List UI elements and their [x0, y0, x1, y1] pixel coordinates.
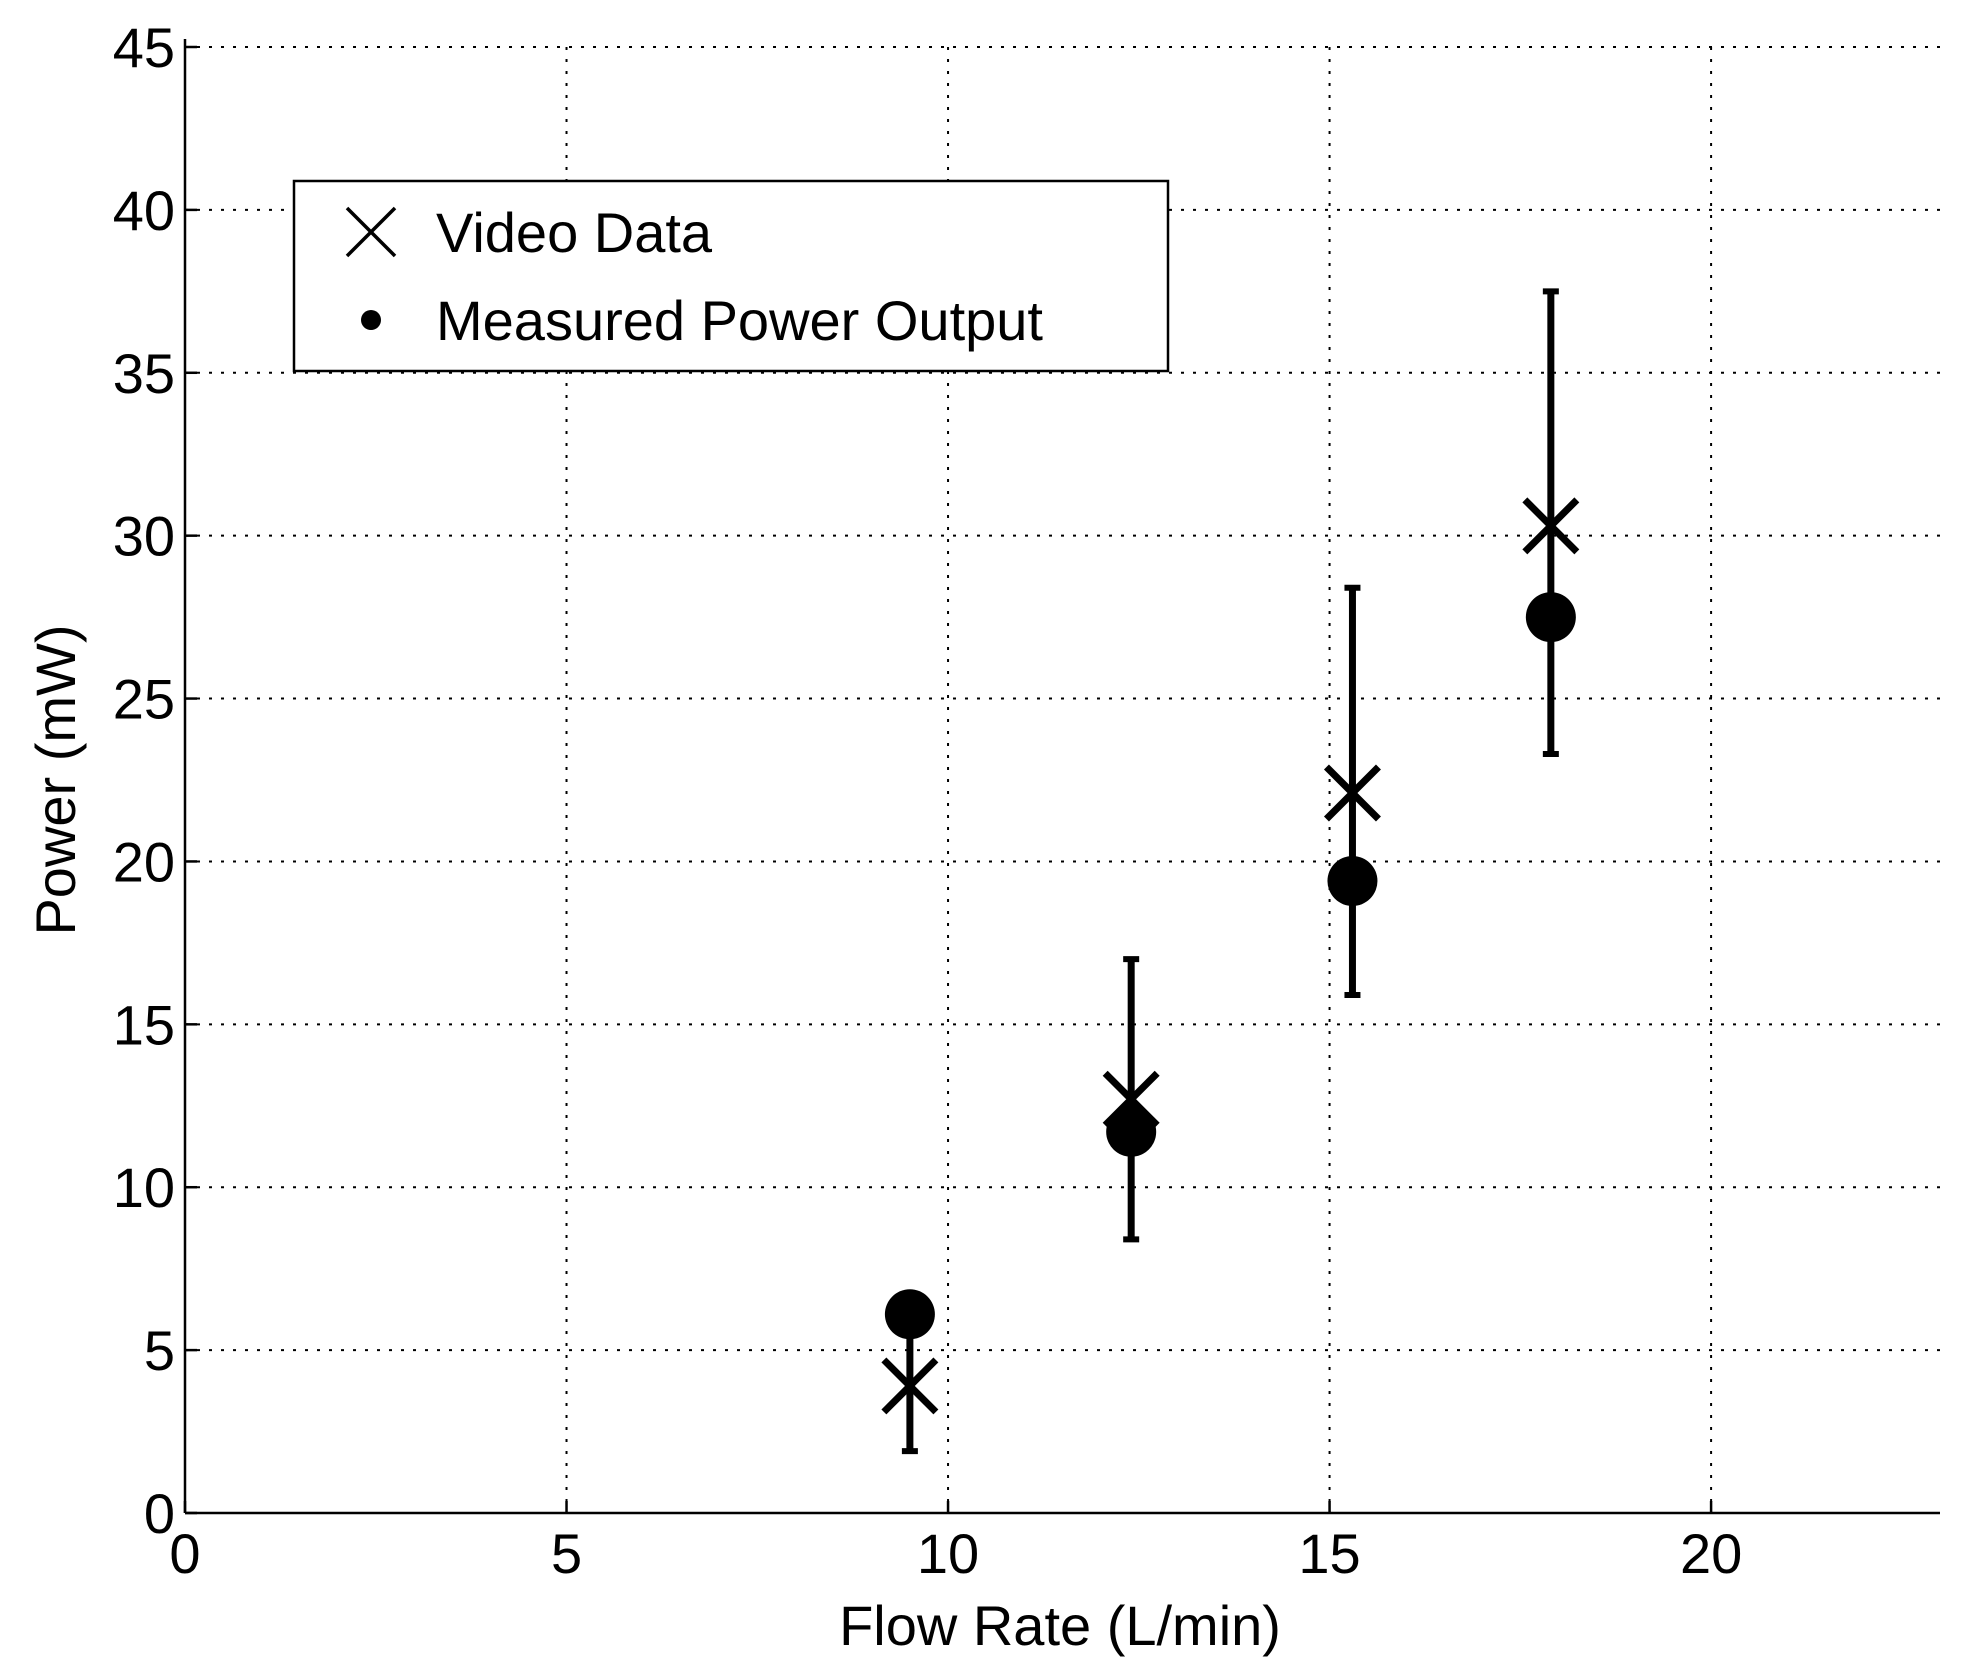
- data-point-video-data: [1323, 764, 1381, 822]
- y-tick-label: 30: [113, 505, 175, 568]
- x-tick-label: 15: [1298, 1522, 1360, 1585]
- y-tick-label: 45: [113, 16, 175, 79]
- error-bars-layer: [901, 288, 1559, 1455]
- legend-label-video-data: Video Data: [436, 201, 713, 264]
- data-point-video-data: [881, 1357, 939, 1415]
- markers-layer: [881, 497, 1580, 1415]
- data-point-measured-power: [1327, 855, 1378, 906]
- legend-label-measured-power-output: Measured Power Output: [436, 289, 1043, 352]
- y-tick-label: 35: [113, 342, 175, 405]
- data-point-measured-power: [1525, 592, 1576, 643]
- legend-video-data-x-icon: [345, 206, 397, 258]
- x-axis-title: Flow Rate (L/min): [839, 1594, 1281, 1657]
- data-point-measured-power: [884, 1289, 935, 1340]
- y-axis-title: Power (mW): [24, 624, 87, 935]
- data-point-measured-power: [1106, 1106, 1157, 1157]
- legend: Video Data Measured Power Output: [292, 179, 1170, 373]
- x-mark-stroke: [881, 1357, 939, 1415]
- y-tick-label: 0: [144, 1482, 175, 1545]
- data-point-video-data: [1522, 497, 1580, 555]
- legend-measured-power-dot-icon: [361, 310, 381, 330]
- x-tick-label: 0: [169, 1522, 200, 1585]
- y-tick-label: 10: [113, 1156, 175, 1219]
- x-tick-label: 5: [551, 1522, 582, 1585]
- y-tick-label: 40: [113, 179, 175, 242]
- axes-layer: [183, 39, 1940, 1515]
- y-tick-label: 15: [113, 993, 175, 1056]
- tick-labels-layer: 0 5 10 15 20 0 5 10 15 20 25 30 35 40 45: [113, 16, 1743, 1585]
- x-tick-label: 10: [917, 1522, 979, 1585]
- x-mark-stroke: [1323, 764, 1381, 822]
- x-mark-stroke: [1522, 497, 1580, 555]
- x-tick-label: 20: [1680, 1522, 1742, 1585]
- y-tick-label: 5: [144, 1319, 175, 1382]
- y-tick-label: 25: [113, 668, 175, 731]
- legend-box: [292, 179, 1170, 373]
- y-tick-label: 20: [113, 830, 175, 893]
